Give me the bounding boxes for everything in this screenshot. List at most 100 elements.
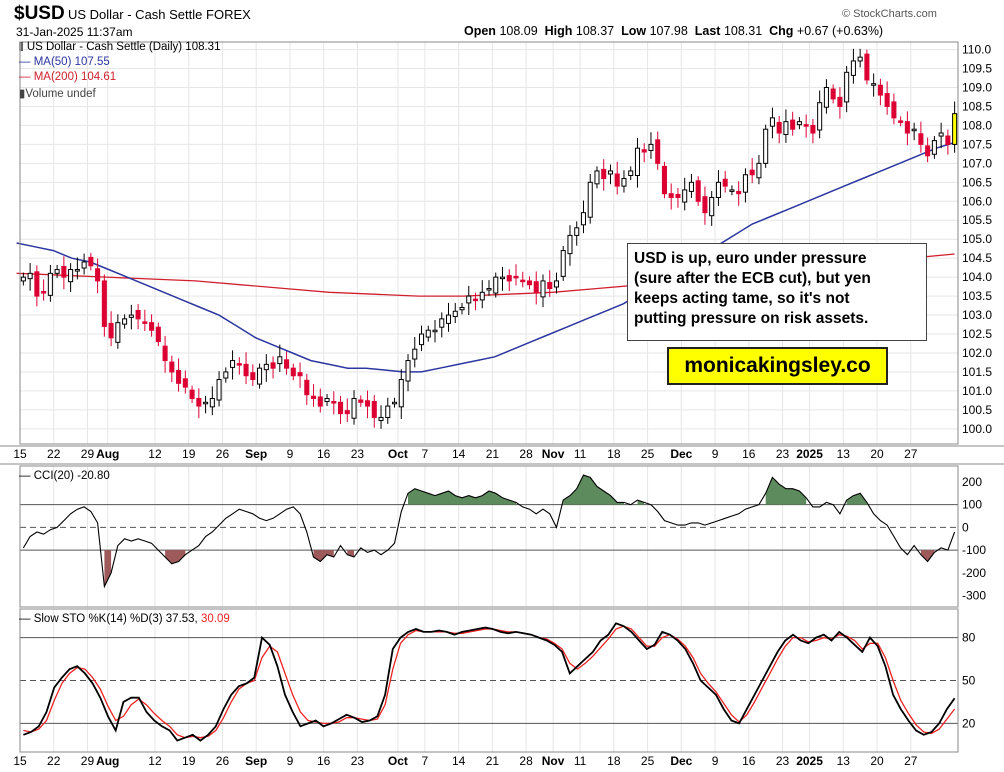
candle-body xyxy=(567,234,573,255)
y-tick-label: 105.5 xyxy=(962,213,992,227)
candle-body xyxy=(344,410,350,415)
candle-body xyxy=(607,170,613,175)
candle-body xyxy=(526,280,533,286)
candle-body xyxy=(189,389,195,399)
candle-body xyxy=(270,362,276,369)
candle-body xyxy=(128,314,134,318)
y-tick-label: 102.0 xyxy=(962,346,992,360)
chg-label: Chg xyxy=(769,24,794,38)
last-label: Last xyxy=(694,24,721,38)
candle-body xyxy=(263,363,269,371)
candle-body xyxy=(911,128,917,132)
x-tick-label: 7 xyxy=(422,754,429,768)
candle-body xyxy=(439,318,445,328)
candle-body xyxy=(938,132,944,137)
candle-body xyxy=(945,135,951,145)
x-tick-label: 15 xyxy=(13,447,27,461)
x-tick-label: Nov xyxy=(542,447,565,461)
cci-line xyxy=(22,474,956,589)
x-tick-label: Aug xyxy=(96,754,119,768)
candle-body xyxy=(418,333,425,346)
y-tick-label: 105.0 xyxy=(962,232,992,246)
candle-body xyxy=(533,281,539,293)
cci-fill xyxy=(313,550,334,562)
legend-sto-d: 30.09 xyxy=(200,613,230,625)
candle-body xyxy=(74,269,80,272)
panel-frame xyxy=(19,41,959,445)
y-tick-label: 107.0 xyxy=(962,156,992,170)
x-tick-label: Dec xyxy=(670,754,692,768)
candle-body xyxy=(675,193,681,198)
candle-body xyxy=(155,326,161,343)
candle-body xyxy=(459,306,465,311)
annotation-line: keeps acting tame, so it's not xyxy=(634,290,850,307)
candlestick-series xyxy=(20,48,958,429)
candle-body xyxy=(317,396,323,407)
x-tick-label: 11 xyxy=(574,754,587,768)
candle-body xyxy=(628,170,634,176)
candle-legend-icon: ⫼ xyxy=(19,42,24,53)
x-tick-label: 2025 xyxy=(796,447,823,461)
ma50-line xyxy=(16,141,955,373)
symbol-name: US Dollar - Cash Settle FOREX xyxy=(68,7,251,22)
candle-body xyxy=(209,397,215,408)
y-tick-label: 109.5 xyxy=(962,62,992,76)
y-tick-label: 101.5 xyxy=(962,365,992,379)
candle-body xyxy=(553,280,560,288)
candle-body xyxy=(203,401,209,405)
legend-cci-label: CCI(20) -20.80 xyxy=(33,470,110,482)
candle-body xyxy=(371,401,377,418)
candle-body xyxy=(88,256,94,267)
y-tick-label: 106.5 xyxy=(962,175,992,189)
candle-body xyxy=(250,372,256,381)
candle-body xyxy=(311,395,317,399)
x-tick-label: 13 xyxy=(837,447,851,461)
site-watermark: monicakingsley.co xyxy=(667,347,888,385)
x-tick-label: 20 xyxy=(870,754,884,768)
candle-body xyxy=(850,60,856,76)
candle-body xyxy=(149,322,155,331)
sto-d-line xyxy=(23,625,956,739)
open-value: 108.09 xyxy=(499,24,538,38)
candle-body xyxy=(736,190,742,195)
candle-body xyxy=(877,84,883,96)
candle-body xyxy=(122,318,128,325)
stochastic-panel xyxy=(20,622,958,742)
candle-body xyxy=(236,363,242,366)
candle-body xyxy=(223,371,229,379)
candle-body xyxy=(540,280,546,298)
candle-body xyxy=(655,139,661,164)
y-tick-label: 107.5 xyxy=(962,137,992,151)
y-tick-label: 103.5 xyxy=(962,289,992,303)
cci-panel xyxy=(20,474,958,589)
candle-body xyxy=(796,121,802,126)
legend-main: ⫼ US Dollar - Cash Settle (Daily) 108.31 xyxy=(19,41,220,53)
candle-body xyxy=(182,378,188,388)
x-tick-label: 2025 xyxy=(796,754,823,768)
x-tick-label: 20 xyxy=(870,447,884,461)
cci-fill xyxy=(408,488,516,505)
x-tick-label: 12 xyxy=(148,754,162,768)
x-tick-label: 27 xyxy=(904,754,918,768)
y-tick-label: 110.0 xyxy=(962,43,991,57)
candle-body xyxy=(95,268,101,282)
candle-body xyxy=(392,401,398,405)
x-tick-label: 12 xyxy=(148,447,162,461)
y-tick-label: 102.5 xyxy=(962,327,992,341)
instrument-name: US Dollar - Cash Settle xyxy=(68,7,203,22)
candle-body xyxy=(648,143,654,151)
candle-body xyxy=(162,345,168,362)
annotation-line: putting pressure on risk assets. xyxy=(634,310,869,327)
candle-body xyxy=(290,367,296,377)
candle-body xyxy=(513,275,519,279)
x-tick-label: 15 xyxy=(13,754,27,768)
x-tick-label: Dec xyxy=(670,447,692,461)
x-tick-label: 22 xyxy=(47,447,61,461)
brand-link[interactable]: © StockCharts.com xyxy=(842,8,937,20)
candle-body xyxy=(358,399,364,403)
candle-body xyxy=(61,266,67,278)
x-tick-label: 16 xyxy=(317,754,331,768)
candle-body xyxy=(790,119,796,130)
y-tick-label: 104.5 xyxy=(962,251,992,265)
x-tick-label: 16 xyxy=(317,447,331,461)
